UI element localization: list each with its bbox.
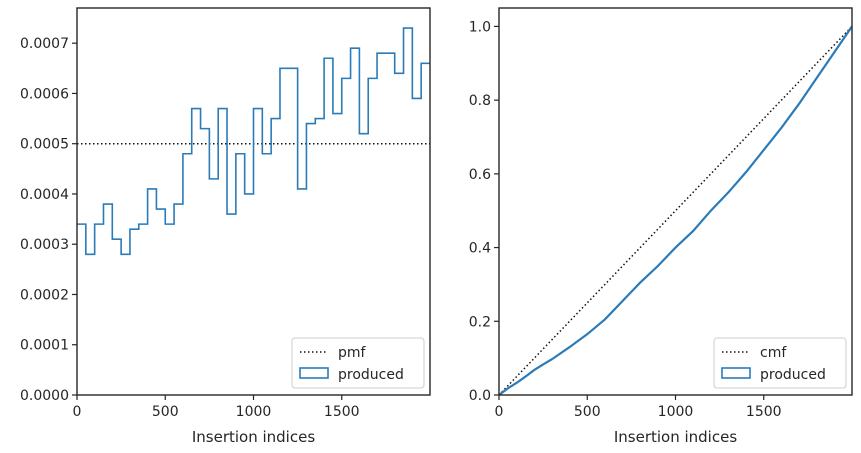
histogram-bin — [148, 189, 157, 395]
histogram-bin — [227, 214, 236, 395]
left-histogram-panel: 0 500 1000 1500 0.0000 0.0001 0.0002 0.0003 0.00… — [20, 7, 431, 446]
y-tick-label: 0.0 — [469, 388, 491, 404]
histogram-bin — [139, 224, 148, 395]
histogram-bin — [254, 109, 263, 395]
y-tick-label: 0.0004 — [20, 187, 69, 203]
plot-area — [77, 27, 430, 395]
y-tick-label: 0.0003 — [20, 237, 69, 253]
x-axis-label: Insertion indices — [192, 428, 315, 446]
histogram-bin — [192, 109, 201, 395]
legend-label-reference: cmf — [760, 345, 787, 361]
legend-label-produced: produced — [760, 367, 826, 383]
histogram-bin — [218, 109, 227, 395]
y-tick-label: 0.8 — [469, 93, 491, 109]
y-tick-label: 0.0002 — [20, 287, 69, 303]
y-tick-label: 0.0001 — [20, 338, 69, 354]
histogram-bin — [112, 239, 121, 395]
x-tick-label: 1500 — [746, 404, 782, 420]
histogram-bin — [121, 254, 130, 395]
histogram-bin — [130, 229, 139, 395]
y-tick-label: 0.2 — [469, 314, 491, 330]
x-tick-label: 0 — [495, 404, 504, 420]
x-tick-label: 1000 — [236, 404, 272, 420]
x-tick-label: 500 — [574, 404, 601, 420]
legend: pmf produced — [291, 337, 425, 389]
histogram-bin — [183, 154, 192, 395]
legend-box — [713, 337, 847, 389]
histogram-bin — [86, 254, 95, 395]
y-tick-label: 0.0005 — [20, 137, 69, 153]
histogram-bin — [245, 194, 254, 395]
histogram-bin — [156, 209, 165, 395]
produced-histogram-step — [77, 27, 430, 256]
histogram-bin — [280, 68, 289, 395]
histogram-bin — [77, 224, 86, 395]
legend-produced-swatch — [721, 367, 751, 379]
y-tick-label: 0.0007 — [20, 36, 69, 52]
y-tick-label: 0.4 — [469, 241, 491, 257]
plot-area — [499, 25, 852, 395]
axes-frame — [498, 7, 853, 396]
y-tick-label: 0.0000 — [20, 388, 69, 404]
right-cumulative-panel: 0 500 1000 1500 0.0 0.2 0.4 0.6 0.8 1.0 Insertion … — [469, 7, 853, 446]
histogram-bin — [201, 129, 210, 395]
x-axis-label: Insertion indices — [614, 428, 737, 446]
histogram-bin — [165, 224, 174, 395]
histogram-bin — [271, 119, 280, 395]
histogram-bin — [262, 154, 271, 395]
histogram-bin — [209, 179, 218, 395]
produced-cumulative-line — [499, 25, 852, 395]
y-tick-label: 1.0 — [469, 19, 491, 35]
histogram-bin — [236, 154, 245, 395]
y-tick-label: 0.0006 — [20, 86, 69, 102]
histogram-bin — [95, 224, 104, 395]
x-tick-label: 500 — [152, 404, 179, 420]
x-tick-label: 1000 — [658, 404, 694, 420]
legend-label-produced: produced — [338, 367, 404, 383]
cmf-reference-line — [499, 25, 852, 395]
legend-box — [291, 337, 425, 389]
histogram-bin — [174, 204, 183, 395]
x-tick-label: 0 — [73, 404, 82, 420]
legend-produced-swatch — [299, 367, 329, 379]
legend-label-reference: pmf — [338, 345, 367, 361]
legend: cmf produced — [713, 337, 847, 389]
x-tick-label: 1500 — [324, 404, 360, 420]
histogram-bin — [103, 204, 112, 395]
y-tick-label: 0.6 — [469, 167, 491, 183]
